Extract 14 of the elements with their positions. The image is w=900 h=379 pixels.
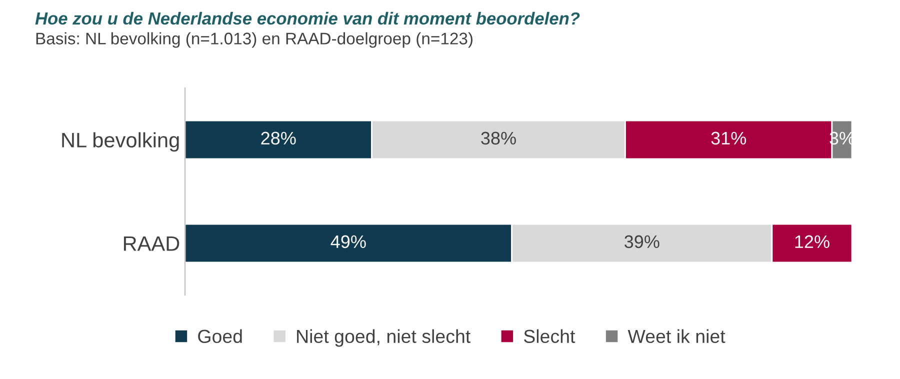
y-tick-label: RAAD [124,236,180,251]
data-label: 12% [795,235,830,248]
chart-title: Hoe zou u de Nederlandse economie van dit moment beoordelen? [35,12,580,25]
legend-label: Niet goed, niet slecht [297,329,470,347]
y-tick-label: NL bevolking [62,132,179,152]
legend-label: Goed [198,329,242,344]
data-label: 31% [711,132,746,145]
data-label: 39% [624,235,660,248]
data-label: 49% [330,235,366,248]
data-label: 38% [481,132,516,145]
legend-label: Weet ik niet [628,329,726,344]
chart-subtitle: Basis: NL bevolking (n=1.013) en RAAD-doelgroep (n=123) [36,32,472,48]
data-label: 28% [261,132,296,145]
legend-label: Slecht [524,329,576,344]
